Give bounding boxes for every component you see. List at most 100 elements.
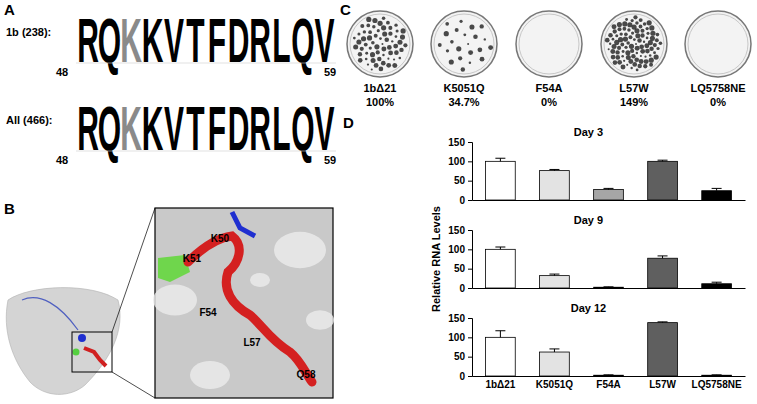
colony <box>633 38 636 41</box>
error-cap <box>658 321 668 322</box>
y-tick: 100 <box>448 156 472 167</box>
colony <box>367 35 372 40</box>
y-tick-mark <box>468 337 472 338</box>
y-tick-label: 0 <box>459 283 465 294</box>
error-bar <box>604 188 614 189</box>
colony <box>628 59 633 64</box>
logo-letter: K <box>120 5 142 75</box>
panel-letter: B <box>4 200 15 217</box>
x-tick: L57W <box>649 376 676 390</box>
plate-percent: 149% <box>620 96 648 108</box>
colony <box>366 23 370 27</box>
y-tick-mark <box>468 249 472 250</box>
colony <box>645 49 650 54</box>
colony <box>393 58 395 60</box>
colony <box>353 37 356 40</box>
y-tick: 0 <box>459 283 472 294</box>
colony <box>625 18 628 21</box>
error-bar <box>658 321 668 323</box>
bar-chart: Day 3050100150 <box>448 126 745 206</box>
bar-chart: Day 120501001501bΔ21K5051QF54AL57WLQ5758… <box>448 302 745 390</box>
y-axis-line <box>468 319 473 377</box>
plate: LQ5758NE0% <box>685 11 751 108</box>
colony <box>635 46 640 51</box>
colony <box>446 49 449 52</box>
plate-percent: 34.7% <box>448 96 479 108</box>
colony <box>382 54 384 56</box>
colony <box>640 55 642 57</box>
colony <box>636 52 638 54</box>
plate-rim <box>434 14 494 74</box>
logo-letter: K <box>120 93 142 163</box>
plate-dish <box>685 11 751 77</box>
logo-letter: V <box>314 5 334 75</box>
colony <box>369 46 372 49</box>
y-axis-line <box>468 143 473 201</box>
plate-dish <box>431 11 497 77</box>
error-cap <box>712 282 722 283</box>
colony <box>484 38 486 40</box>
x-axis-line <box>473 376 746 377</box>
colony <box>360 24 364 28</box>
bar <box>540 276 570 288</box>
colony <box>626 41 630 45</box>
zoom-line <box>112 372 155 398</box>
colony <box>617 46 621 50</box>
x-tick-label: K5051Q <box>536 379 573 390</box>
residue-red <box>188 236 312 382</box>
colony <box>382 17 386 21</box>
colony <box>374 34 378 38</box>
plate: 1bΔ21100% <box>347 11 413 108</box>
colony <box>646 32 649 35</box>
colony <box>394 50 399 55</box>
logo-letter: V <box>164 93 184 163</box>
bar <box>594 287 624 288</box>
colony <box>384 37 389 42</box>
colony <box>379 37 382 40</box>
error-stem <box>500 331 501 338</box>
x-axis-line <box>473 288 746 289</box>
chart-title: Day 12 <box>571 302 606 314</box>
colony <box>612 44 617 49</box>
y-tick-mark <box>468 269 472 270</box>
logo-start: 48 <box>56 154 68 166</box>
colony <box>650 36 655 41</box>
colony <box>644 59 649 64</box>
colony <box>366 17 371 22</box>
colony <box>394 23 397 26</box>
y-axis: 050100150 <box>448 313 472 382</box>
colony <box>659 41 663 45</box>
colony <box>381 61 386 66</box>
colony <box>656 33 660 37</box>
colony <box>358 52 362 56</box>
plot-area <box>486 247 732 288</box>
x-tick: 1bΔ21 <box>485 376 515 390</box>
y-tick-mark <box>468 230 472 231</box>
error-cap <box>658 255 668 256</box>
plate-rim <box>519 14 579 74</box>
y-tick-label: 50 <box>454 263 466 274</box>
residue-green <box>73 349 80 356</box>
y-tick: 100 <box>448 244 472 255</box>
colony <box>381 47 386 52</box>
colony <box>615 55 620 60</box>
error-bar <box>495 331 505 338</box>
y-tick-mark <box>468 142 472 143</box>
y-tick-label: 100 <box>448 332 465 343</box>
colony <box>649 58 654 63</box>
colony <box>488 45 493 50</box>
colony <box>608 33 613 38</box>
colony <box>632 62 637 67</box>
error-cap <box>712 374 722 375</box>
zoom-box <box>72 332 112 372</box>
colony <box>388 51 393 56</box>
error-cap <box>549 274 559 275</box>
colony <box>392 63 397 68</box>
plate-rim <box>604 14 664 74</box>
colony <box>636 69 639 72</box>
x-axis <box>473 200 746 202</box>
error-bar <box>712 282 722 284</box>
colony <box>463 33 466 36</box>
colony <box>358 58 363 63</box>
logo-letter: R <box>77 93 99 163</box>
